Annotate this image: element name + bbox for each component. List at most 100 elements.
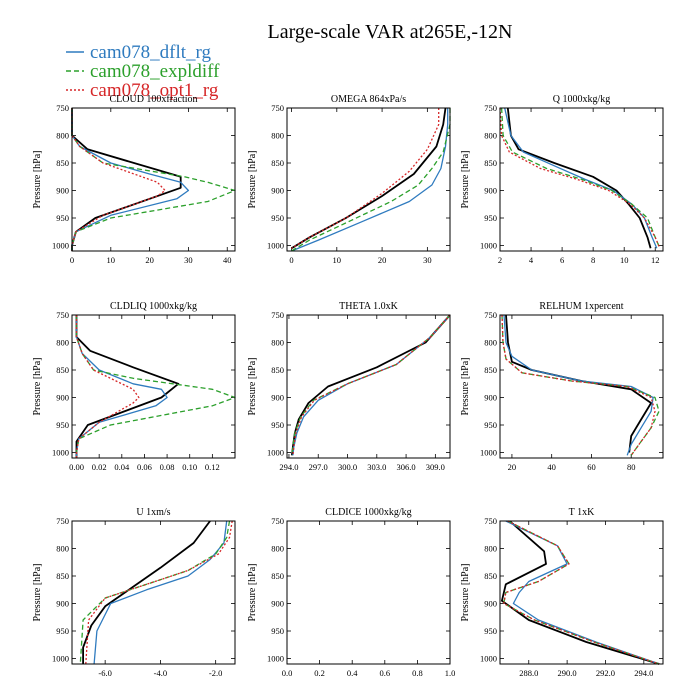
x-tick-label: 0.6 <box>379 668 390 678</box>
plot-frame <box>286 520 451 665</box>
series-line-cam078_dflt_rg <box>93 520 228 665</box>
x-tick-label: 40 <box>547 462 556 472</box>
series-line-obs <box>291 107 447 250</box>
x-tick-label: -2.0 <box>209 668 222 678</box>
y-tick-label: 950 <box>271 626 284 636</box>
y-tick-label: 950 <box>484 626 497 636</box>
x-tick-label: 40 <box>223 255 232 265</box>
y-tick-label: 850 <box>56 158 69 168</box>
panel-title: CLOUD 100xfraction <box>109 94 197 105</box>
y-tick-label: 950 <box>271 213 284 223</box>
series-line-cam078_expldiff <box>503 520 660 665</box>
x-tick-label: 1.0 <box>445 668 456 678</box>
y-axis-label: Pressure [hPa] <box>247 563 258 621</box>
y-tick-label: 1000 <box>480 654 497 664</box>
panel: RELHUM 1xpercent Pressure [hPa] 750 800 850 9… <box>460 301 664 472</box>
x-tick-label: 20 <box>508 462 517 472</box>
plot-frame <box>71 520 236 665</box>
series-line-cam078_expldiff <box>75 315 236 458</box>
y-tick-label: 950 <box>56 626 69 636</box>
panel-title: THETA 1.0xK <box>339 301 398 312</box>
x-tick-label: 288.0 <box>519 668 538 678</box>
series-line-cam078_expldiff <box>79 520 231 665</box>
x-tick-label: 303.0 <box>367 462 386 472</box>
y-tick-label: 1000 <box>267 448 284 458</box>
legend: cam078_dflt_rgcam078_expldiffcam078_opt1… <box>66 42 220 101</box>
panel: CLDICE 1000xkg/kg Pressure [hPa] 750 800 850… <box>247 507 455 678</box>
y-tick-label: 800 <box>271 131 284 141</box>
series-line-obs <box>500 520 660 665</box>
panel-title: U 1xm/s <box>136 507 170 518</box>
x-tick-label: 0.2 <box>314 668 325 678</box>
plot-frame <box>286 314 451 459</box>
series-line-cam078_dflt_rg <box>292 314 451 456</box>
series-line-cam078_expldiff <box>501 314 660 456</box>
x-tick-label: 300.0 <box>338 462 357 472</box>
x-tick-label: 8 <box>591 255 595 265</box>
x-tick-label: 4 <box>529 255 534 265</box>
series-line-obs <box>291 314 451 456</box>
y-tick-label: 1000 <box>267 654 284 664</box>
y-axis-label: Pressure [hPa] <box>32 357 43 415</box>
panels: CLOUD 100xfraction Pressure [hPa] 750 800 85… <box>32 94 664 678</box>
series-line-obs <box>82 520 211 664</box>
x-tick-label: 0.4 <box>347 668 358 678</box>
y-axis-label: Pressure [hPa] <box>247 150 258 208</box>
series-line-cam078_opt1_rg <box>292 314 451 456</box>
plot-frame <box>71 107 236 252</box>
y-tick-label: 850 <box>271 158 284 168</box>
series-line-cam078_opt1_rg <box>75 315 140 458</box>
y-tick-label: 850 <box>484 158 497 168</box>
y-tick-label: 1000 <box>52 241 69 251</box>
y-tick-label: 750 <box>56 516 69 526</box>
y-tick-label: 800 <box>56 544 69 554</box>
x-tick-label: 10 <box>620 255 629 265</box>
y-tick-label: 900 <box>56 599 69 609</box>
legend-label: cam078_opt1_rg <box>90 80 219 101</box>
x-tick-label: 80 <box>627 462 636 472</box>
y-tick-label: 950 <box>56 420 69 430</box>
x-tick-label: 297.0 <box>309 462 328 472</box>
panel: OMEGA 864xPa/s Pressure [hPa] 750 800 850 900… <box>247 94 451 265</box>
series-line-obs <box>71 108 182 251</box>
series-line-obs <box>75 315 180 458</box>
plot-frame <box>499 314 664 459</box>
series-line-obs <box>506 107 652 249</box>
y-tick-label: 750 <box>484 516 497 526</box>
series-line-cam078_expldiff <box>291 314 451 456</box>
x-tick-label: 0.0 <box>282 668 293 678</box>
y-tick-label: 750 <box>271 516 284 526</box>
y-tick-label: 800 <box>56 338 69 348</box>
x-tick-label: 290.0 <box>558 668 577 678</box>
x-tick-label: 30 <box>423 255 432 265</box>
panel-title: T 1xK <box>569 507 595 518</box>
y-tick-label: 750 <box>484 310 497 320</box>
y-tick-label: 1000 <box>267 241 284 251</box>
y-axis-label: Pressure [hPa] <box>460 563 471 621</box>
y-tick-label: 850 <box>271 571 284 581</box>
x-tick-label: 0.06 <box>137 462 152 472</box>
y-tick-label: 850 <box>484 365 497 375</box>
y-tick-label: 800 <box>56 131 69 141</box>
x-tick-label: 60 <box>587 462 596 472</box>
series-line-cam078_opt1_rg <box>499 107 661 249</box>
y-axis-label: Pressure [hPa] <box>247 357 258 415</box>
x-tick-label: 0.8 <box>412 668 423 678</box>
y-tick-label: 750 <box>271 103 284 113</box>
y-tick-label: 850 <box>484 571 497 581</box>
x-tick-label: 2 <box>498 255 502 265</box>
series-line-cam078_dflt_rg <box>71 108 190 251</box>
series-line-cam078_expldiff <box>71 108 236 251</box>
y-axis-label: Pressure [hPa] <box>460 150 471 208</box>
x-tick-label: 12 <box>651 255 660 265</box>
x-tick-label: -6.0 <box>98 668 111 678</box>
panel: Q 1000xkg/kg Pressure [hPa] 750 800 850 900 95… <box>460 94 664 265</box>
series-line-cam078_expldiff <box>291 108 451 252</box>
plot-frame <box>71 314 236 459</box>
y-tick-label: 800 <box>484 338 497 348</box>
panel-title: RELHUM 1xpercent <box>539 301 623 312</box>
x-tick-label: 20 <box>145 255 154 265</box>
panel-title: OMEGA 864xPa/s <box>331 94 406 105</box>
legend-label: cam078_dflt_rg <box>90 42 212 63</box>
x-tick-label: 292.0 <box>596 668 615 678</box>
